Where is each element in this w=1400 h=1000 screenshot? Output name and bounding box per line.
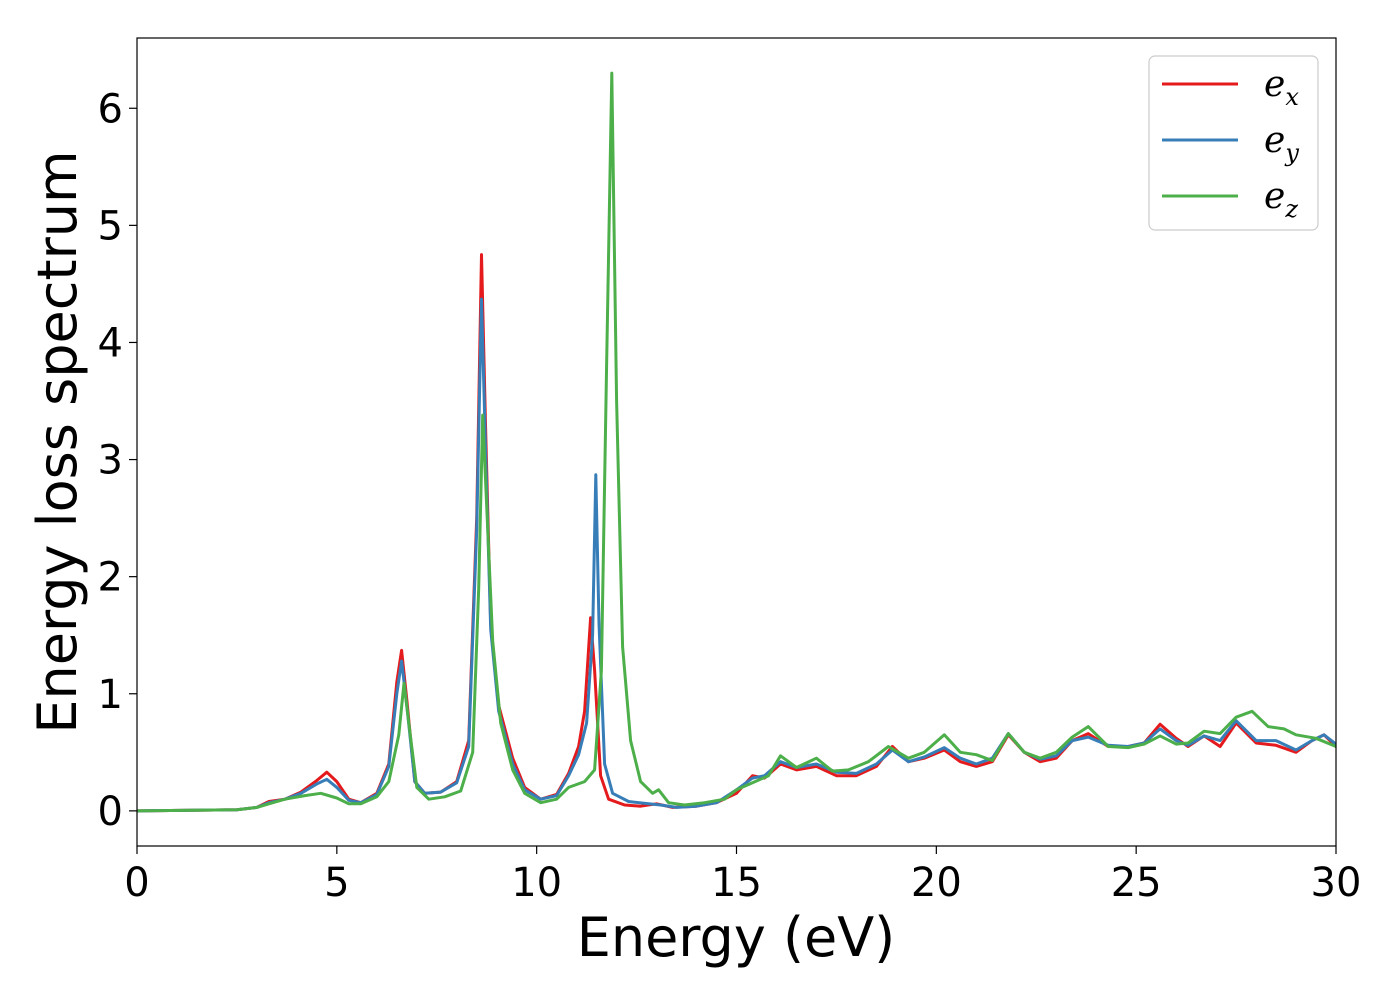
x-axis: 0 5 10 15 20 25 30 (124, 846, 1361, 906)
y-tick-label: 3 (98, 438, 123, 484)
x-tick-label: 25 (1111, 860, 1162, 906)
x-tick-label: 20 (911, 860, 962, 906)
y-tick-label: 6 (98, 86, 123, 132)
y-tick-label: 1 (98, 672, 123, 718)
legend-label-e-z: ez (1264, 176, 1298, 223)
y-tick-label: 5 (98, 203, 123, 249)
legend-label-e-y: ey (1264, 120, 1299, 167)
y-tick-label: 2 (98, 555, 123, 601)
x-tick-label: 0 (124, 860, 149, 906)
y-tick-label: 4 (98, 320, 123, 366)
series-line-e-z (137, 71, 1336, 813)
y-tick-label: 0 (98, 789, 123, 835)
plot-area (137, 38, 1336, 846)
x-tick-label: 30 (1311, 860, 1362, 906)
series-layer (137, 71, 1336, 813)
legend-frame (1148, 55, 1319, 231)
y-axis: 0 1 2 3 4 5 6 (98, 86, 137, 835)
x-axis-label: Energy (eV) (577, 906, 896, 969)
x-tick-label: 10 (511, 860, 562, 906)
legend: ex ey ez (1148, 55, 1319, 231)
legend-label-e-x: ex (1264, 64, 1299, 111)
x-tick-label: 5 (324, 860, 349, 906)
x-tick-label: 15 (711, 860, 762, 906)
y-axis-label: Energy loss spectrum (26, 150, 89, 733)
